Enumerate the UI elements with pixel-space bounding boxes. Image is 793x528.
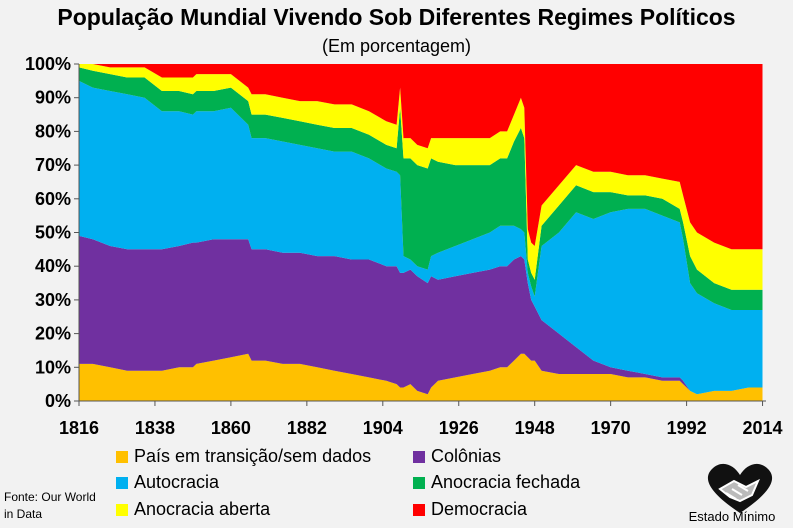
area-series-2	[79, 235, 763, 395]
legend-swatch	[413, 450, 425, 463]
legend-swatch	[116, 476, 128, 489]
area-series-5	[79, 64, 763, 290]
legend-label: Anocracia aberta	[134, 499, 271, 519]
x-tick-label: 1992	[667, 418, 707, 438]
x-tick-label: 1970	[591, 418, 631, 438]
y-tick-label: 30%	[35, 290, 71, 310]
area-series-group	[79, 64, 763, 401]
logo-text: Estado Mínimo	[688, 509, 776, 524]
x-tick-label: 1926	[439, 418, 479, 438]
legend-swatch	[413, 503, 425, 516]
y-tick-label: 20%	[35, 324, 71, 344]
y-tick-label: 10%	[35, 357, 71, 377]
legend-swatch	[116, 503, 128, 516]
x-tick-label: 1948	[515, 418, 555, 438]
area-series-4	[79, 67, 763, 311]
legend-label: País em transição/sem dados	[134, 446, 372, 466]
chart-subtitle: (Em porcentagem)	[321, 36, 472, 56]
y-tick-label: 40%	[35, 256, 71, 276]
x-tick-label: 1860	[211, 418, 251, 438]
x-tick-label: 1904	[363, 418, 403, 438]
handshake-heart-icon	[707, 463, 773, 513]
legend-swatch	[116, 450, 128, 463]
legend-item-2: Colônias	[413, 446, 501, 467]
legend-swatch	[413, 476, 425, 489]
y-tick-label: 60%	[35, 189, 71, 209]
y-tick-label: 90%	[35, 88, 71, 108]
x-tick-label: 1816	[59, 418, 99, 438]
legend-item-3: Autocracia	[116, 472, 219, 493]
legend-item-6: Democracia	[413, 499, 527, 520]
x-tick-label: 2014	[743, 418, 783, 438]
y-tick-label: 80%	[35, 121, 71, 141]
source-note: Fonte: Our World in Data	[4, 490, 96, 521]
area-series-3	[79, 80, 763, 395]
x-tick-label: 1838	[135, 418, 175, 438]
y-tick-label: 70%	[35, 155, 71, 175]
y-tick-label: 0%	[45, 391, 71, 411]
y-tick-label: 100%	[25, 54, 71, 74]
legend-item-5: Anocracia aberta	[116, 499, 270, 520]
y-tick-label: 50%	[35, 223, 71, 243]
area-series-6	[79, 64, 763, 250]
legend-item-4: Anocracia fechada	[413, 472, 580, 493]
legend-label: Anocracia fechada	[431, 472, 581, 492]
chart-title: População Mundial Vivendo Sob Diferentes…	[57, 4, 736, 30]
legend-label: Autocracia	[134, 472, 220, 492]
area-series-1	[79, 353, 763, 401]
x-tick-label: 1882	[287, 418, 327, 438]
legend-item-1: País em transição/sem dados	[116, 446, 371, 467]
legend-label: Colônias	[431, 446, 502, 466]
axes: 0% 10% 20% 30% 40% 50% 60% 70% 80% 90% 100% 1816 183…	[25, 54, 783, 438]
legend-label: Democracia	[431, 499, 528, 519]
